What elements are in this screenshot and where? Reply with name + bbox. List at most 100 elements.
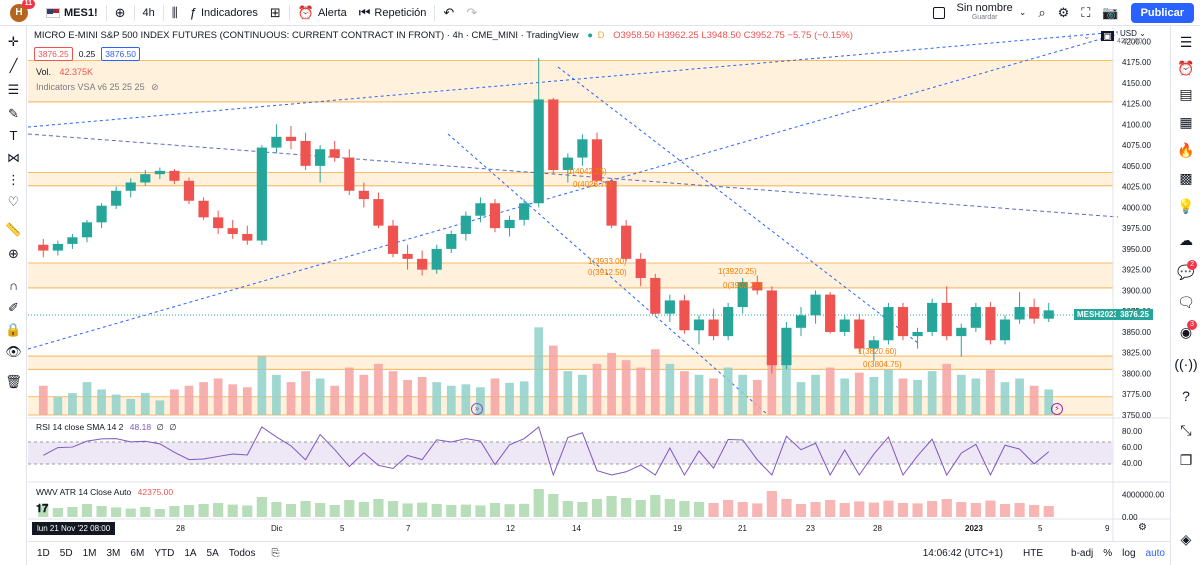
data-window-icon[interactable]: ▤ [1179,86,1193,102]
crosshair-icon[interactable]: ✛ [8,34,19,49]
volume-legend[interactable]: Vol. 42.375K [36,67,93,77]
pages-icon[interactable]: ❐ [1179,452,1193,468]
log-toggle[interactable]: log [1122,548,1136,559]
atr-bar [956,502,967,517]
date-range-icon[interactable]: ⎘ [271,548,280,559]
notifications-icon[interactable]: ◉ 3 [1171,320,1200,341]
layout-select-button[interactable] [927,0,951,26]
stream-icon[interactable]: ((·)) [1174,356,1198,372]
range-button[interactable]: 1M [82,548,97,559]
help-icon[interactable]: ? [1182,388,1190,404]
publish-button[interactable]: Publicar [1130,2,1194,23]
symbol-price-tag[interactable]: MESH2023 [1074,309,1121,320]
volume-bar [811,374,820,415]
candle-body [373,199,384,226]
alert-button[interactable]: ⏰ Alerta [292,0,353,26]
zoom-in-icon[interactable]: ⊕ [8,246,19,261]
fullscreen-button[interactable]: ⛶ [1075,0,1096,26]
brush-icon[interactable]: ✎ [8,106,19,121]
pencil-lock-icon[interactable]: ✐ [8,300,19,315]
settings-button[interactable]: ⚙ [1052,0,1076,26]
layers-icon[interactable]: ◈ [1180,531,1192,547]
rsi-band [28,442,1113,464]
layout-name[interactable]: Sin nombre Guardar ⌄ [951,0,1033,26]
range-button[interactable]: Todos [228,548,256,559]
candle-body [489,203,501,229]
range-button[interactable]: 6M [130,548,145,559]
auto-toggle[interactable]: auto [1145,548,1165,559]
adjust-toggle[interactable]: b-adj [1071,548,1094,559]
avatar[interactable]: H 11 [10,0,35,22]
legend-title[interactable]: MICRO E-MINI S&P 500 INDEX FUTURES (CONT… [34,30,579,41]
user-menu[interactable]: H 11 [0,0,35,26]
range-button[interactable]: 5A [206,548,219,559]
snapshot-button[interactable]: 📷 [1096,0,1124,26]
range-button[interactable]: 5D [59,548,73,559]
watchlist-icon[interactable]: ☰ [1179,34,1193,50]
compare-button[interactable]: ⊕ [109,0,132,26]
session-label[interactable]: HTE [1023,548,1044,559]
symbol-search[interactable]: MES1! [40,0,104,26]
trash-icon[interactable]: 🗑 [5,374,22,389]
percent-toggle[interactable]: % [1103,548,1113,559]
cloud-icon[interactable]: ☁ [1179,232,1193,248]
chart-area[interactable]: 1(4042.25) 0(4026.75) 1(3933.00) 0(3912.50)… [27,27,1170,541]
text-icon[interactable]: T [9,128,18,143]
lock-icon[interactable]: 🔒 [5,322,22,337]
range-button[interactable]: 3M [106,548,121,559]
news-icon[interactable]: ▦ [1179,114,1193,130]
atr-bar [417,502,428,517]
candle-body [970,307,981,328]
indicators-button[interactable]: ƒ Indicadores [184,0,264,26]
fib-icon[interactable]: ☰ [7,82,20,97]
pattern-icon[interactable]: ⋈ [7,150,20,165]
event-marker-icon[interactable]: » [471,403,483,415]
buy-button[interactable]: 3876.50 [101,47,141,61]
pane-menu-icon[interactable]: ⌄ [1083,31,1091,41]
undo-button[interactable]: ↶ [437,0,460,26]
currency-selector[interactable]: USD ⌄ [1120,29,1146,38]
hotlist-icon[interactable]: 🔥 [1177,142,1195,158]
axis-settings-icon[interactable]: ⚙ [1138,522,1147,533]
arrow-down-icon[interactable]: ↓ [1068,31,1073,41]
replay-button[interactable]: ⏮ Repetición [353,0,433,26]
chart-svg[interactable]: 1(4042.25) 0(4026.75) 1(3933.00) 0(3912.50)… [27,27,1170,541]
ideas-icon[interactable]: 💡 [1177,198,1195,214]
range-button[interactable]: 1A [184,548,197,559]
heart-icon[interactable]: ♡ [7,194,20,209]
earnings-marker-icon[interactable]: ⚡ [1051,403,1063,415]
undo-icon: ↶ [443,5,455,20]
sell-button[interactable]: 3876.25 [34,47,73,61]
magnet-icon[interactable]: ∩ [8,278,19,293]
range-button[interactable]: YTD [154,548,175,559]
interval-button[interactable]: 4h [137,0,161,26]
legend-title-row: MICRO E-MINI S&P 500 INDEX FUTURES (CONT… [34,30,853,41]
alerts-clock-icon[interactable]: ⏰ [1177,60,1195,76]
atr-bar [67,507,78,517]
redo-button[interactable]: ↷ [460,0,483,26]
legend-ohlc: O3958.50 H3962.25 L3948.50 C3952.75 −5.7… [613,30,853,41]
templates-button[interactable]: ⊞ [264,0,287,26]
atr-legend[interactable]: WWV ATR 14 Close Auto 42375.00 [36,487,173,497]
chat-icon[interactable]: 💬 2 [1171,260,1200,281]
chart-type-button[interactable]: ⫼ [166,0,184,26]
range-button[interactable]: 1D [37,548,50,559]
candle-body [402,253,413,259]
eye-icon[interactable]: 👁 [5,344,22,359]
calendar-icon[interactable]: ▩ [1179,170,1193,186]
vsa-legend[interactable]: Indicators VSA v6 25 25 25 ⊘ [36,82,159,93]
ruler-scroll-icon[interactable]: ⤡ [1180,422,1192,438]
rsi-legend[interactable]: RSI 14 close SMA 14 2 48.18 ∅ ∅ [36,422,177,433]
tradingview-logo[interactable]: 𝟏𝟕 [36,503,49,515]
search-button[interactable]: ⌕ [1032,0,1051,26]
trendline-icon[interactable]: ╱ [9,58,18,73]
clock-label[interactable]: 14:06:42 (UTC+1) [922,548,1004,559]
prediction-icon[interactable]: ⋮ [7,172,20,187]
candle-body [446,233,457,249]
eye-off-icon[interactable]: ⊘ [151,82,159,92]
candle-body [154,170,165,175]
ruler-icon[interactable]: 📏 [5,222,22,237]
candle-body [562,157,573,171]
maximize-icon[interactable]: ▣ [1101,31,1114,41]
messages-icon[interactable]: 🗨 [1177,294,1195,310]
